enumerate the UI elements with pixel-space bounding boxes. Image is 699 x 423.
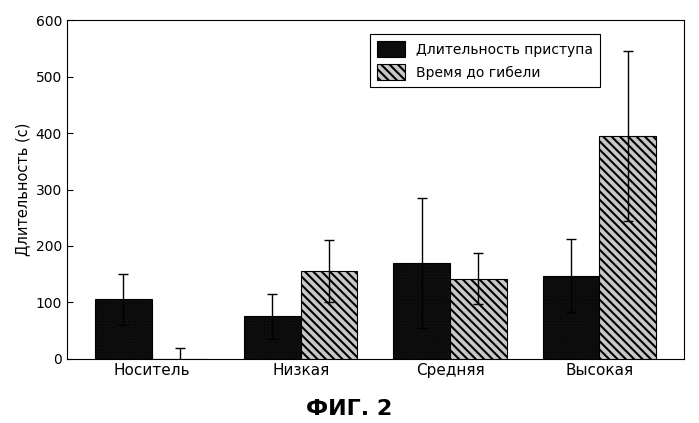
Text: ФИГ. 2: ФИГ. 2 (306, 399, 393, 419)
Legend: Длительность приступа, Время до гибели: Длительность приступа, Время до гибели (370, 34, 600, 87)
Bar (301, 271, 357, 359)
Bar (394, 263, 450, 359)
Bar (244, 316, 301, 359)
Bar (599, 136, 656, 359)
Bar (450, 278, 507, 359)
Bar (542, 276, 599, 359)
Y-axis label: Длительность (с): Длительность (с) (15, 123, 30, 256)
Bar (95, 299, 152, 359)
